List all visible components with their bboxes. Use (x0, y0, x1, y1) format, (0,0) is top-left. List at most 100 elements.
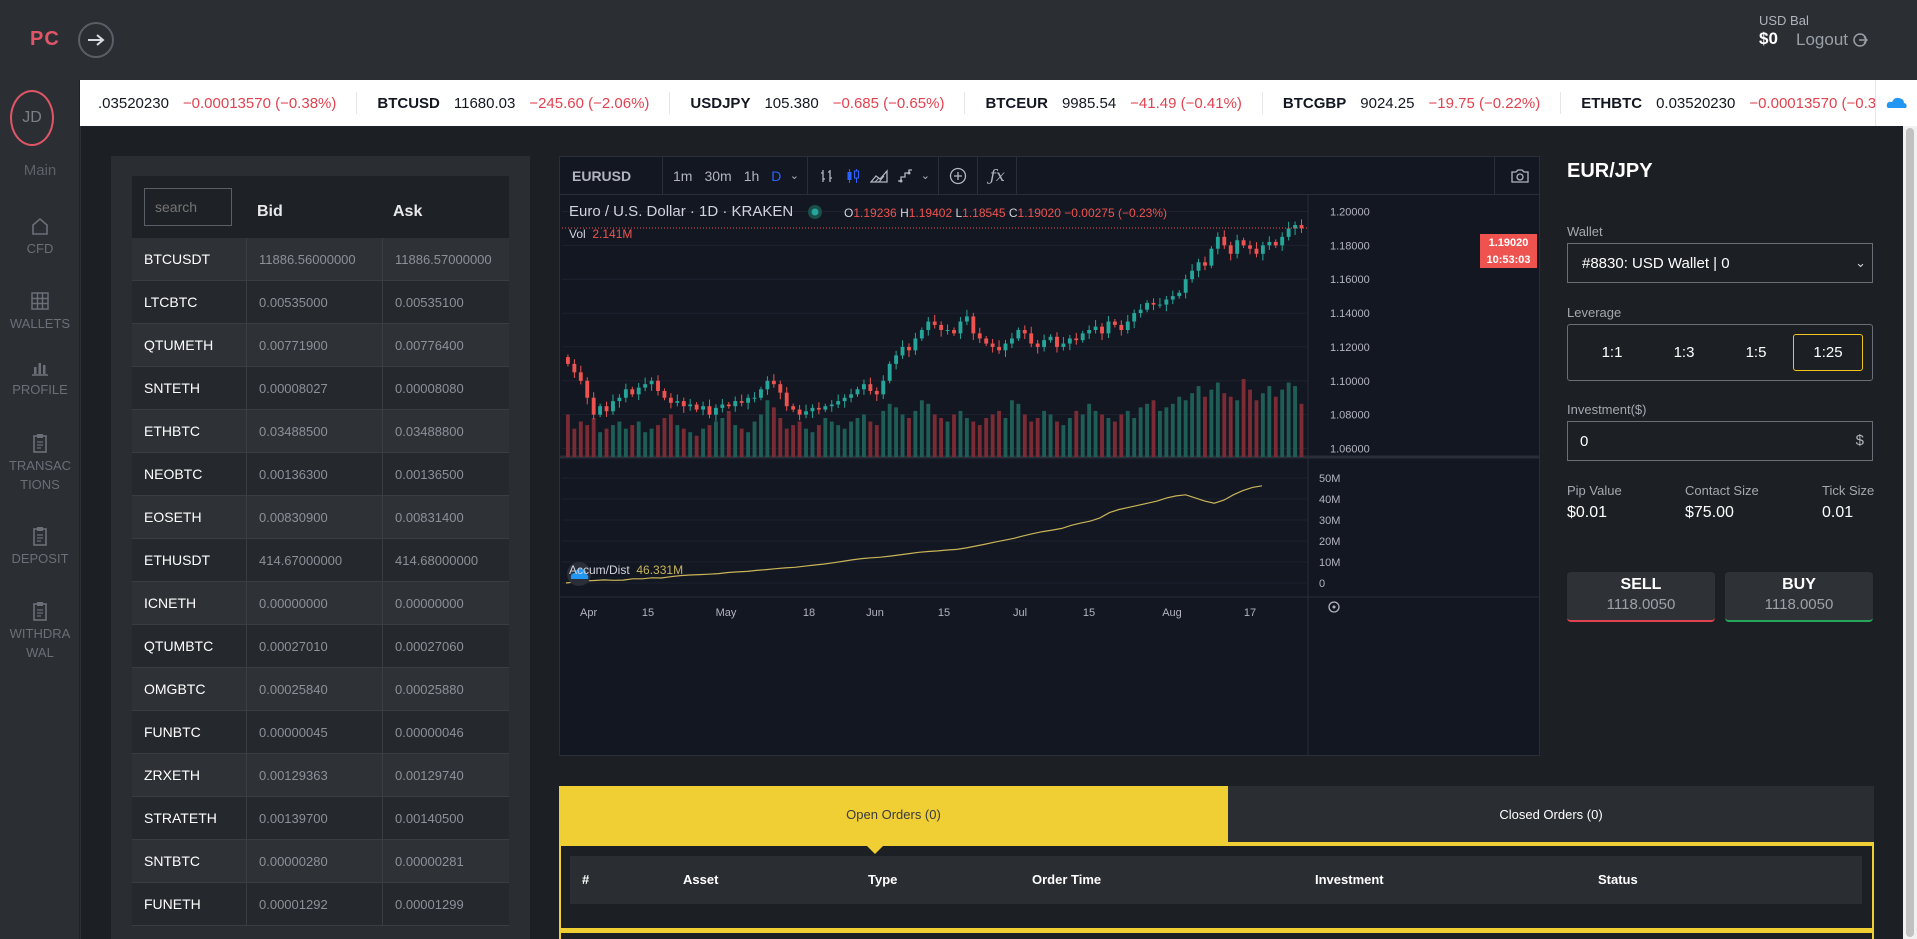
leverage-option[interactable]: 1:3 (1673, 344, 1695, 361)
price-tick-label: 1.18000 (1330, 240, 1370, 252)
ticker-item[interactable]: .03520230 −0.00013570 (−0.38%) (80, 92, 358, 114)
market-row[interactable]: SNTBTC 0.00000280 0.00000281 (132, 840, 509, 883)
market-row[interactable]: ZRXETH 0.00129363 0.00129740 (132, 754, 509, 797)
candle-body (1228, 245, 1233, 254)
interval-button-active[interactable]: D (771, 167, 782, 184)
sidebar-item-wallets[interactable]: WALLETS (0, 290, 80, 333)
leverage-option[interactable]: 1:1 (1601, 344, 1623, 361)
investment-input[interactable]: 0 $ (1567, 421, 1873, 461)
candle-body (894, 355, 899, 364)
orders-table: # Asset Type Order Time Investment Statu… (559, 842, 1874, 939)
wallet-select[interactable]: #8830: USD Wallet | 0 ⌄ (1567, 243, 1873, 283)
market-row[interactable]: ETHBTC 0.03488500 0.03488800 (132, 410, 509, 453)
column-header-asset: Asset (683, 872, 719, 887)
sidebar-item-withdrawal[interactable]: WITHDRAWAL (0, 600, 80, 662)
add-indicator-icon[interactable] (945, 157, 971, 195)
page-scrollbar[interactable] (1903, 126, 1917, 939)
candle-body (1093, 326, 1098, 330)
tab-closed-orders[interactable]: Closed Orders (0) (1228, 786, 1874, 842)
volume-bar (1151, 400, 1156, 457)
camera-icon[interactable] (1501, 157, 1539, 195)
area-chart-icon[interactable] (866, 157, 892, 195)
candle-body (636, 387, 641, 395)
volume-bar (1235, 400, 1240, 457)
chart-canvas[interactable]: 1.20000 1.18000 1.16000 1.14000 1.12000 1.100… (560, 195, 1539, 755)
tab-open-orders[interactable]: Open Orders (0) (559, 786, 1228, 842)
market-row[interactable]: BTCUSDT 11886.56000000 11886.57000000 (132, 238, 509, 281)
ticker-item[interactable]: BTCUSD 11680.03 −245.60 (−2.06%) (357, 92, 671, 114)
scrollbar-thumb[interactable] (1906, 128, 1914, 937)
volume-bar (816, 425, 821, 457)
sidebar-item-deposit[interactable]: DEPOSIT (0, 525, 80, 568)
ticker-change: −41.49 (−0.41%) (1130, 94, 1242, 112)
volume-bar (849, 421, 853, 457)
ticker-item[interactable]: BTCGBP 9024.25 −19.75 (−0.22%) (1263, 92, 1562, 114)
volume-bar (900, 414, 905, 457)
clipboard-icon (33, 527, 47, 546)
baseline-chart-icon[interactable] (892, 157, 918, 195)
market-row[interactable]: LTCBTC 0.00535000 0.00535100 (132, 281, 509, 324)
interval-button[interactable]: 30m (704, 167, 732, 184)
candle-body (1286, 228, 1291, 237)
bars-icon[interactable] (814, 157, 840, 195)
candle-body (1248, 245, 1252, 249)
market-row[interactable]: NEOBTC 0.00136300 0.00136500 (132, 453, 509, 496)
logout-button[interactable]: Logout (1796, 30, 1868, 50)
market-row[interactable]: EOSETH 0.00830900 0.00831400 (132, 496, 509, 539)
market-row[interactable]: ICNETH 0.00000000 0.00000000 (132, 582, 509, 625)
volume-bar (578, 421, 583, 457)
candle-body (1055, 336, 1059, 347)
ticker-item[interactable]: BTCEUR 9985.54 −41.49 (−0.41%) (965, 92, 1263, 114)
search-input[interactable] (144, 188, 232, 226)
function-icon[interactable]: ƒx (989, 166, 1005, 185)
chevron-down-icon[interactable]: ⌄ (920, 170, 930, 182)
sell-button[interactable]: SELL 1118.0050 (1567, 572, 1715, 622)
market-row[interactable]: STRATETH 0.00139700 0.00140500 (132, 797, 509, 840)
volume-bar (746, 432, 751, 457)
candles-icon[interactable] (840, 157, 866, 195)
market-row[interactable]: ETHUSDT 414.67000000 414.68000000 (132, 539, 509, 582)
market-row[interactable]: FUNETH 0.00001292 0.00001299 (132, 883, 509, 926)
candle-body (694, 404, 699, 410)
tradingview-logo[interactable] (1875, 80, 1917, 126)
tick-size-label: Tick Size (1822, 483, 1875, 498)
candle-body (932, 321, 937, 325)
buy-button[interactable]: BUY 1118.0050 (1725, 572, 1873, 622)
market-row[interactable]: SNTETH 0.00008027 0.00008080 (132, 367, 509, 410)
leverage-option-selected[interactable]: 1:25 (1793, 334, 1863, 371)
interval-button[interactable]: 1m (673, 167, 693, 184)
app-logo[interactable]: PC (30, 28, 60, 50)
market-row[interactable]: FUNBTC 0.00000045 0.00000046 (132, 711, 509, 754)
sidebar-item-profile[interactable]: PROFILE (0, 356, 80, 399)
market-open-dot-icon (808, 204, 823, 219)
market-rows: BTCUSDT 11886.56000000 11886.57000000 LTCBT… (132, 238, 509, 926)
market-row[interactable]: QTUMETH 0.00771900 0.00776400 (132, 324, 509, 367)
leverage-option[interactable]: 1:5 (1745, 344, 1767, 361)
chevron-down-icon[interactable]: ⌄ (789, 170, 799, 182)
avatar[interactable]: JD (10, 90, 54, 146)
sidebar-item-cfd[interactable]: CFD (0, 215, 80, 258)
ticker-item[interactable]: ETHBTC 0.03520230 −0.00013570 (−0.38%) (1561, 92, 1917, 114)
candle-body (604, 406, 609, 412)
volume-bar (1293, 386, 1297, 457)
volume-bar (662, 418, 667, 457)
candle-body (816, 407, 821, 410)
home-icon (32, 217, 48, 235)
ticker-change: −0.00013570 (−0.38%) (1749, 94, 1903, 112)
ticker-item[interactable]: USDJPY 105.380 −0.685 (−0.65%) (670, 92, 966, 114)
market-row[interactable]: OMGBTC 0.00025840 0.00025880 (132, 668, 509, 711)
market-cell-ask: 414.68000000 (395, 552, 479, 568)
candle-body (977, 333, 982, 339)
time-tick-label: Apr (580, 607, 597, 619)
price-chart[interactable]: EURUSD 1m 30m 1h D ⌄ ⌄ ƒx 1.2 (559, 156, 1540, 756)
chart-symbol-button[interactable]: EURUSD (560, 156, 663, 195)
candle-body (823, 406, 828, 410)
orders-panel: Open Orders (0) Closed Orders (0) # Asse… (559, 786, 1874, 939)
sidebar-toggle-button[interactable] (78, 22, 114, 58)
interval-button[interactable]: 1h (743, 167, 760, 184)
volume-label: Vol (569, 227, 586, 241)
candle-body (643, 384, 648, 388)
sidebar-item-transactions[interactable]: TRANSACTIONS (0, 432, 80, 494)
market-row[interactable]: QTUMBTC 0.00027010 0.00027060 (132, 625, 509, 668)
